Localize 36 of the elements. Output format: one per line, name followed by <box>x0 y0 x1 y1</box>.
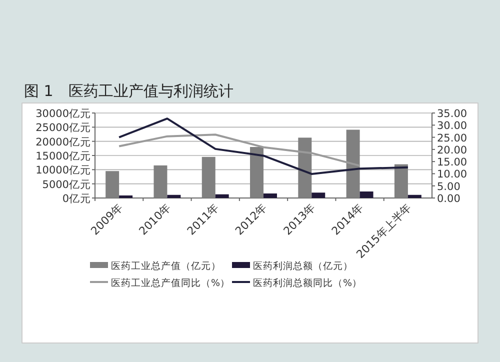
y2-tick-label: 20.00 <box>437 144 468 156</box>
y-tick-label: 15000亿元 <box>36 150 91 162</box>
chart-title: 图 1 医药工业产值与利润统计 <box>24 82 234 100</box>
bar <box>360 191 374 198</box>
y2-tick-label: 30.00 <box>437 120 468 132</box>
y-tick-label: 30000亿元 <box>36 108 91 120</box>
legend-label: 医药工业总产值同比（%） <box>111 277 230 289</box>
y2-tick-label: 0.00 <box>437 193 460 205</box>
y-tick-label: 25000亿元 <box>36 122 91 134</box>
bar <box>346 130 360 198</box>
bar <box>408 194 422 198</box>
y2-tick-label: 10.00 <box>437 168 468 181</box>
line-series <box>118 118 409 175</box>
y2-tick-label: 15.00 <box>437 156 468 169</box>
legend-label: 医药利润总额（亿元） <box>253 260 353 272</box>
bar <box>250 147 264 198</box>
y2-tick-label: 5.00 <box>437 180 460 193</box>
bar <box>154 165 168 198</box>
legend-label: 医药工业总产值（亿元） <box>111 260 221 272</box>
y2-tick-label: 35.00 <box>437 108 468 120</box>
bar <box>312 192 326 198</box>
bar <box>106 171 120 198</box>
bar <box>202 156 216 198</box>
bar <box>298 138 312 198</box>
bar <box>167 194 181 198</box>
bar <box>119 195 133 198</box>
bar <box>394 164 408 198</box>
line-series <box>118 134 361 167</box>
legend-label: 医药利润总额同比（%） <box>253 277 362 289</box>
bar <box>264 193 277 198</box>
y-tick-label: 20000亿元 <box>36 136 91 148</box>
y2-tick-label: 25.00 <box>437 132 468 144</box>
bar <box>215 194 229 198</box>
y-tick-label: 0亿元 <box>62 193 91 205</box>
y-tick-label: 5000亿元 <box>42 178 91 191</box>
y-tick-label: 10000亿元 <box>36 164 91 177</box>
